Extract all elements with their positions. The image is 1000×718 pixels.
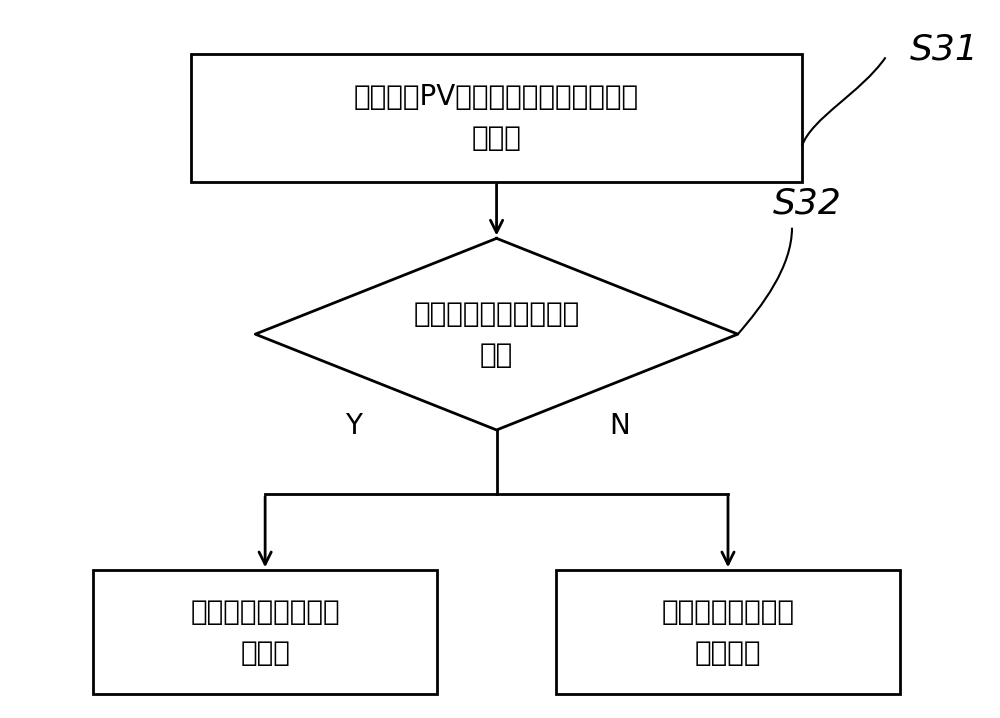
Text: S32: S32: [772, 187, 841, 220]
FancyBboxPatch shape: [556, 570, 900, 694]
Text: 获取目标PV支路的第一电压值和第二
电压值: 获取目标PV支路的第一电压值和第二 电压值: [354, 83, 639, 152]
Text: 确定逆变器处于真拉
弧状态: 确定逆变器处于真拉 弧状态: [190, 597, 340, 667]
Text: Y: Y: [345, 412, 362, 440]
FancyBboxPatch shape: [93, 570, 437, 694]
Text: 确定逆变器处于假
拉弧状态: 确定逆变器处于假 拉弧状态: [661, 597, 794, 667]
Text: 第一电压值大于第二电
压值: 第一电压值大于第二电 压值: [413, 299, 580, 369]
FancyBboxPatch shape: [191, 54, 802, 182]
Text: S31: S31: [910, 32, 979, 67]
Text: N: N: [609, 412, 630, 440]
